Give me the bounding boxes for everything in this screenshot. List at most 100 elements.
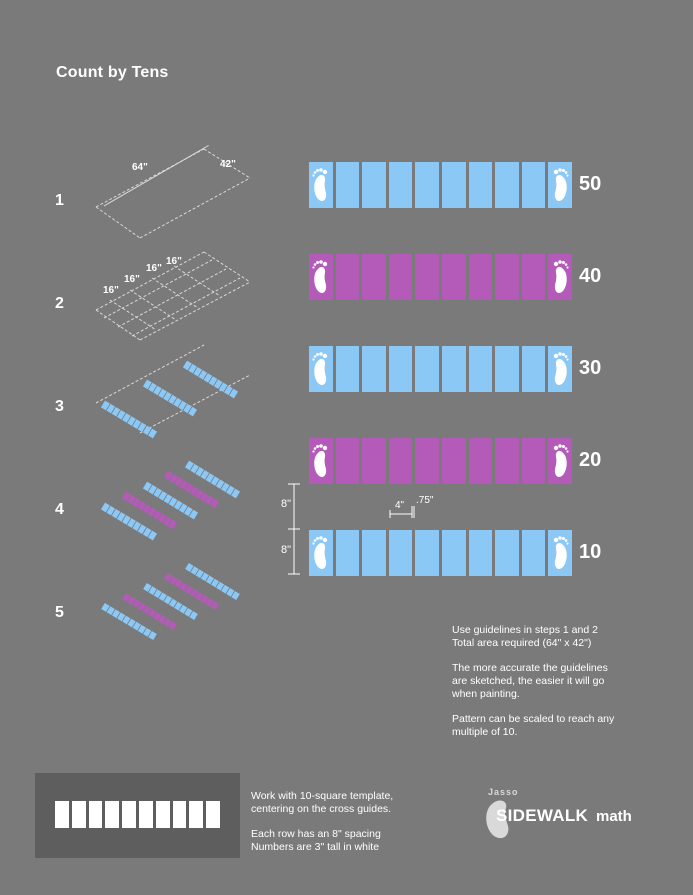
- footprint-square: [309, 530, 333, 576]
- strip-divider: [126, 595, 132, 603]
- strip-divider: [137, 422, 142, 430]
- row-square: [495, 162, 519, 208]
- row-square: [362, 254, 386, 300]
- row-square: [468, 254, 493, 300]
- footprint-icon: [312, 260, 328, 294]
- strip-divider: [210, 578, 215, 585]
- step-label-5: 5: [55, 604, 64, 621]
- footprint-square: [548, 438, 572, 484]
- step3-guideline: [139, 374, 251, 434]
- row-square: [362, 438, 386, 484]
- row-square: [521, 438, 546, 484]
- strip-divider: [204, 495, 210, 503]
- strip-divider: [147, 428, 153, 436]
- strip-divider: [204, 472, 210, 481]
- strip-divider: [152, 385, 158, 393]
- row-square: [415, 530, 439, 576]
- brand-top: Jasso: [488, 787, 519, 797]
- strip-divider: [147, 382, 153, 390]
- strip-divider: [162, 617, 167, 624]
- row-number-10: 10: [579, 541, 602, 563]
- note-line: Each row has an 8" spacing: [251, 828, 381, 840]
- strip-divider: [116, 409, 121, 417]
- template-square: [71, 801, 86, 828]
- strip-divider: [142, 627, 147, 635]
- note-line: The more accurate the guidelines: [452, 662, 608, 674]
- strip-divider: [111, 608, 116, 616]
- strip-divider: [142, 425, 147, 433]
- step2-dim-label: 16": [124, 274, 140, 285]
- row-square: [335, 346, 360, 392]
- step3-guideline: [95, 344, 205, 404]
- footprint-icon: [312, 536, 328, 570]
- strip-divider: [223, 385, 229, 393]
- strip-divider: [173, 601, 178, 608]
- strip-divider: [194, 488, 200, 497]
- row-square: [468, 530, 493, 576]
- row-square: [521, 346, 546, 392]
- strip-divider: [183, 482, 189, 491]
- strip-divider: [194, 466, 200, 474]
- page-title: Count by Tens: [56, 64, 169, 81]
- strip-divider: [131, 520, 137, 529]
- strip-divider: [225, 485, 231, 493]
- strip-divider: [195, 569, 200, 576]
- strip-divider: [126, 415, 132, 424]
- step1-guideline: [95, 206, 141, 239]
- footprint-square: [548, 530, 572, 576]
- strip-divider: [218, 382, 224, 390]
- step2-guideline: [109, 299, 157, 331]
- strip-divider: [168, 598, 173, 605]
- row-square: [335, 162, 360, 208]
- strip-divider: [105, 403, 111, 411]
- strip-divider: [147, 530, 153, 538]
- row-square: [442, 162, 466, 208]
- gap-label: .75": [416, 495, 434, 506]
- footprint-square: [548, 346, 572, 392]
- strip-divider: [158, 592, 163, 599]
- strip-divider: [142, 527, 147, 535]
- strip-divider: [137, 524, 142, 532]
- step2-guideline: [129, 289, 177, 321]
- strip-divider: [163, 595, 168, 602]
- row-spacing-bottom-label: 8": [281, 544, 292, 556]
- brand-suffix: math: [596, 808, 632, 825]
- strip-divider: [230, 590, 236, 598]
- strip-divider: [157, 490, 163, 498]
- strip-divider: [200, 572, 205, 579]
- row-square: [495, 530, 519, 576]
- strip-divider: [178, 479, 184, 487]
- step-label-3: 3: [55, 398, 64, 415]
- strip-divider: [199, 492, 205, 500]
- template-notes: Work with 10-square template, centering …: [251, 790, 451, 854]
- note-line: Work with 10-square template,: [251, 790, 394, 802]
- strip-divider: [183, 506, 189, 514]
- strip-divider: [152, 509, 158, 518]
- strip-divider: [230, 488, 236, 496]
- strip-divider: [121, 615, 126, 622]
- template-square: [105, 801, 120, 828]
- footprint-icon: [312, 168, 328, 202]
- template-square: [122, 801, 136, 828]
- note-line: centering on the cross guides.: [251, 803, 392, 815]
- row-square: [388, 530, 413, 576]
- brand-main: SIDEWALK: [496, 806, 589, 825]
- row-square: [442, 346, 466, 392]
- template-square: [172, 801, 187, 828]
- strip-divider: [189, 565, 195, 573]
- row-square: [495, 346, 519, 392]
- row-square: [362, 346, 386, 392]
- row-number-50: 50: [579, 173, 602, 195]
- row-number-40: 40: [579, 265, 602, 287]
- strip-divider: [167, 620, 173, 628]
- step-label-4: 4: [55, 501, 64, 518]
- strip-divider: [168, 575, 174, 583]
- strip-divider: [220, 482, 226, 490]
- row-square: [521, 530, 546, 576]
- strip-divider: [215, 581, 220, 588]
- strip-divider: [209, 600, 215, 608]
- strip-divider: [106, 605, 111, 613]
- strip-divider: [189, 463, 195, 471]
- strip-divider: [126, 618, 132, 625]
